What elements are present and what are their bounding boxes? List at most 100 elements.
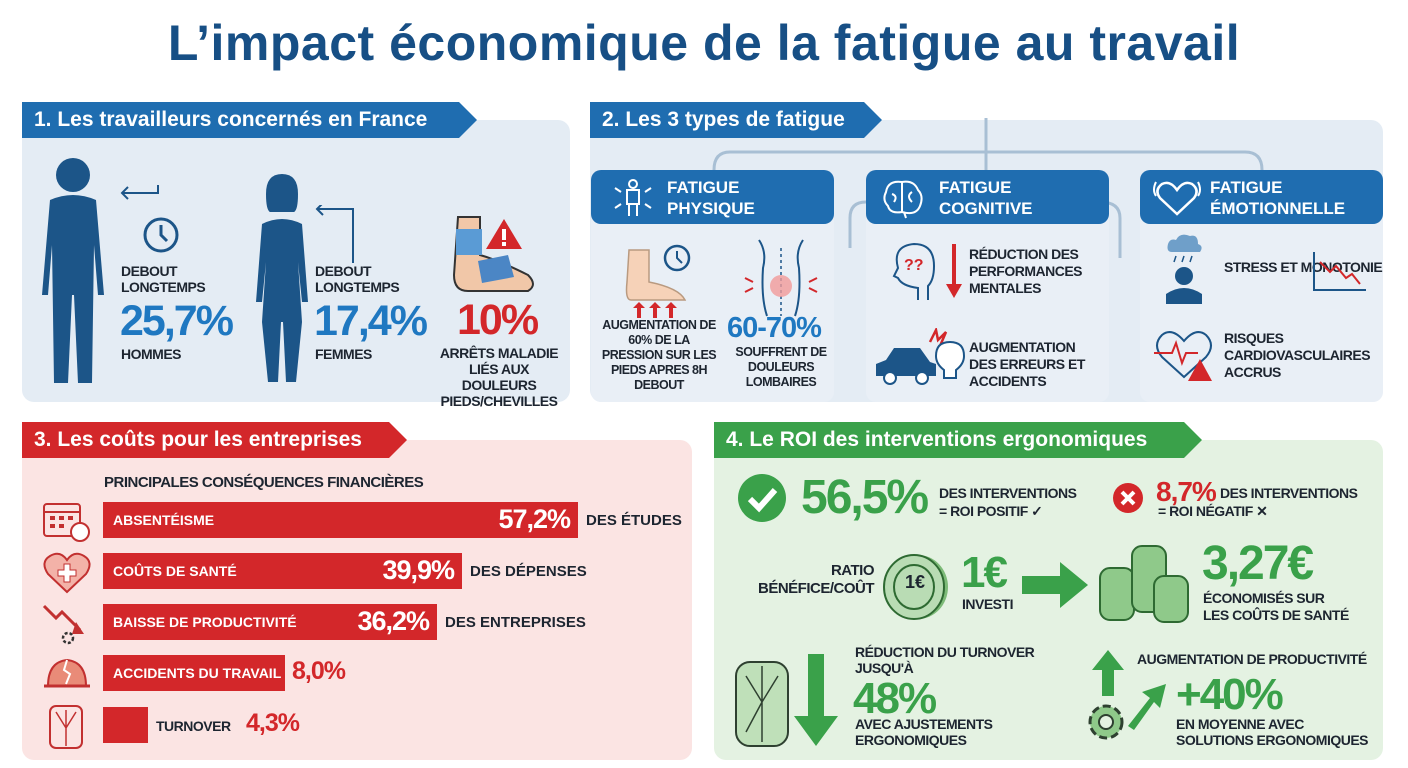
- svg-text:??: ??: [904, 257, 924, 274]
- ratio-label2: BÉNÉFICE/COÛT: [757, 580, 875, 597]
- coin-stacks-icon: [1099, 545, 1189, 623]
- cost-bar-value: 8,0%: [292, 657, 346, 685]
- men-label: DEBOUT LONGTEMPS: [121, 263, 206, 295]
- clock-icon: [120, 185, 179, 253]
- cost-bar: COÛTS DE SANTÉ 39,9%: [103, 553, 462, 589]
- heart-risk-icon: [1154, 331, 1212, 381]
- roi-negative-text: DES INTERVENTIONS = ROI NÉGATIF ✕: [1158, 484, 1358, 520]
- turnover-note1: AVEC AJUSTEMENTS: [855, 716, 993, 732]
- cost-bar: ACCIDENTS DU TRAVAIL: [103, 655, 285, 691]
- tree-connector: [712, 118, 1264, 258]
- saved-label: ÉCONOMISÉS SUR LES COÛTS DE SANTÉ: [1203, 590, 1349, 624]
- brain-icon: [883, 180, 923, 219]
- section1-header: 1. Les travailleurs concernés en France: [22, 102, 477, 138]
- card-physical-fatigue: FATIGUE PHYSIQUE AUGMENTATION DE 60% DE L…: [591, 170, 834, 402]
- productivity-note2: SOLUTIONS ERGONOMIQUES: [1176, 732, 1369, 748]
- foot-clock-icon: [625, 244, 691, 318]
- declining-chart-icon: [1313, 252, 1366, 291]
- emotional-title2: ÉMOTIONNELLE: [1210, 199, 1346, 218]
- car-crash-bulb-icon: [876, 328, 966, 385]
- confused-head-arrow-icon: ??: [892, 242, 962, 300]
- turnover-label1: RÉDUCTION DU TURNOVER: [855, 644, 1035, 660]
- calendar-icon: [43, 503, 90, 542]
- roi-positive-line1: DES INTERVENTIONS: [939, 485, 1077, 501]
- section3-header: 3. Les coûts pour les entreprises: [22, 422, 407, 458]
- cognitive-item1: RÉDUCTION DES PERFORMANCES MENTALES: [969, 246, 1083, 296]
- woman-silhouette-icon: [256, 174, 308, 382]
- emotional-title1: FATIGUE: [1210, 178, 1283, 197]
- roi-positive-line2: = ROI POSITIF ✓: [939, 503, 1043, 519]
- cost-bar-value: 36,2%: [357, 606, 430, 636]
- cost-bar-value: 39,9%: [382, 555, 455, 585]
- section-roi: [714, 440, 1383, 760]
- turnover-label2: JUSQU'À: [855, 660, 914, 676]
- roi-negative-value: 8,7%: [1156, 476, 1217, 507]
- saved-value: 3,27€: [1202, 537, 1314, 590]
- trend-down-gear-icon: [42, 604, 84, 645]
- section2-header: 2. Les 3 types de fatigue: [590, 102, 882, 138]
- feet-value: 10%: [457, 296, 539, 344]
- cognitive-title2: COGNITIVE: [939, 199, 1033, 218]
- turnover-note2: ERGONOMIQUES: [855, 732, 967, 748]
- invest-value: 1€: [961, 548, 1008, 597]
- cost-bar-value: 57,2%: [498, 504, 571, 534]
- coin-icon: [883, 554, 948, 620]
- physical-title1: FATIGUE: [667, 178, 740, 197]
- bandaged-foot-icon: [452, 216, 534, 292]
- card-cognitive-fatigue: FATIGUE COGNITIVE ?? RÉDUCTION DES PERFOR…: [866, 170, 1109, 402]
- ratio-label: RATIO BÉNÉFICE/COÛT: [740, 562, 875, 598]
- cost-bar-value: 4,3%: [246, 709, 300, 737]
- cost-bar-label: TURNOVER: [156, 718, 231, 734]
- cost-bar-note: DES DÉPENSES: [470, 563, 587, 580]
- costs-subtitle: PRINCIPALES CONSÉQUENCES FINANCIÈRES: [104, 474, 424, 491]
- cost-bar-label: BAISSE DE PRODUCTIVITÉ: [113, 614, 297, 630]
- arrow-back-icon: [315, 205, 354, 263]
- x-circle-icon: [1113, 483, 1143, 513]
- card-emotional-fatigue: FATIGUE ÉMOTIONNELLE STRESS ET MONOTONIE …: [1140, 170, 1383, 402]
- men-value: 25,7%: [120, 297, 234, 345]
- roi-negative-line1: DES INTERVENTIONS: [1220, 485, 1358, 501]
- feet-label: ARRÊTS MALADIE LIÉS AUX DOULEURS PIEDS/C…: [439, 345, 559, 409]
- saved-label2: LES COÛTS DE SANTÉ: [1203, 607, 1349, 623]
- section4-header: 4. Le ROI des interventions ergonomiques: [714, 422, 1202, 458]
- women-group: FEMMES: [315, 346, 372, 362]
- cost-bar: ABSENTÉISME 57,2%: [103, 502, 578, 538]
- cognitive-header: FATIGUE COGNITIVE: [866, 170, 1109, 224]
- cost-bar-note: DES ÉTUDES: [586, 512, 682, 529]
- physical-title2: PHYSIQUE: [667, 199, 755, 218]
- men-group: HOMMES: [121, 346, 182, 362]
- cognitive-item2: AUGMENTATION DES ERREURS ET ACCIDENTS: [969, 339, 1085, 389]
- back-pain-value: 60-70%: [727, 312, 822, 344]
- roi-positive-text: DES INTERVENTIONS = ROI POSITIF ✓: [939, 484, 1077, 520]
- section-costs: [22, 440, 692, 760]
- cost-bar: [103, 707, 148, 743]
- coin-label: 1€: [904, 572, 926, 592]
- emotional-header: FATIGUE ÉMOTIONNELLE: [1140, 170, 1383, 224]
- productivity-label: AUGMENTATION DE PRODUCTIVITÉ: [1137, 651, 1367, 667]
- cost-bar-label: COÛTS DE SANTÉ: [113, 563, 237, 579]
- cost-bar: BAISSE DE PRODUCTIVITÉ 36,2%: [103, 604, 437, 640]
- man-silhouette-icon: [42, 158, 104, 383]
- roi-negative-line2: = ROI NÉGATIF ✕: [1158, 503, 1268, 519]
- invest-label: INVESTI: [962, 596, 1013, 612]
- gear-growth-icon: [1088, 650, 1166, 740]
- turnover-label: RÉDUCTION DU TURNOVER JUSQU'À: [855, 644, 1035, 676]
- arrow-right-icon: [1022, 562, 1088, 608]
- productivity-value: +40%: [1176, 670, 1284, 719]
- cost-bar-note: DES ENTREPRISES: [445, 614, 586, 631]
- revolving-door-icon: [49, 705, 83, 749]
- women-value: 17,4%: [314, 297, 428, 345]
- revolving-door-arrow-icon: [735, 654, 838, 747]
- ratio-label1: RATIO: [830, 562, 875, 579]
- cost-bar-label: ACCIDENTS DU TRAVAIL: [113, 665, 282, 681]
- turnover-note: AVEC AJUSTEMENTS ERGONOMIQUES: [855, 716, 993, 748]
- productivity-note: EN MOYENNE AVEC SOLUTIONS ERGONOMIQUES: [1176, 716, 1369, 748]
- women-label: DEBOUT LONGTEMPS: [315, 263, 400, 295]
- body-pressure-icon: [614, 179, 652, 216]
- back-pain-label: SOUFFRENT DE DOULEURS LOMBAIRES: [735, 345, 827, 389]
- physical-header: FATIGUE PHYSIQUE: [591, 170, 834, 224]
- broken-helmet-icon: [44, 658, 90, 688]
- back-pain-icon: [744, 239, 818, 317]
- emotional-item1: STRESS ET MONOTONIE: [1224, 259, 1383, 275]
- heart-cross-icon: [43, 552, 91, 594]
